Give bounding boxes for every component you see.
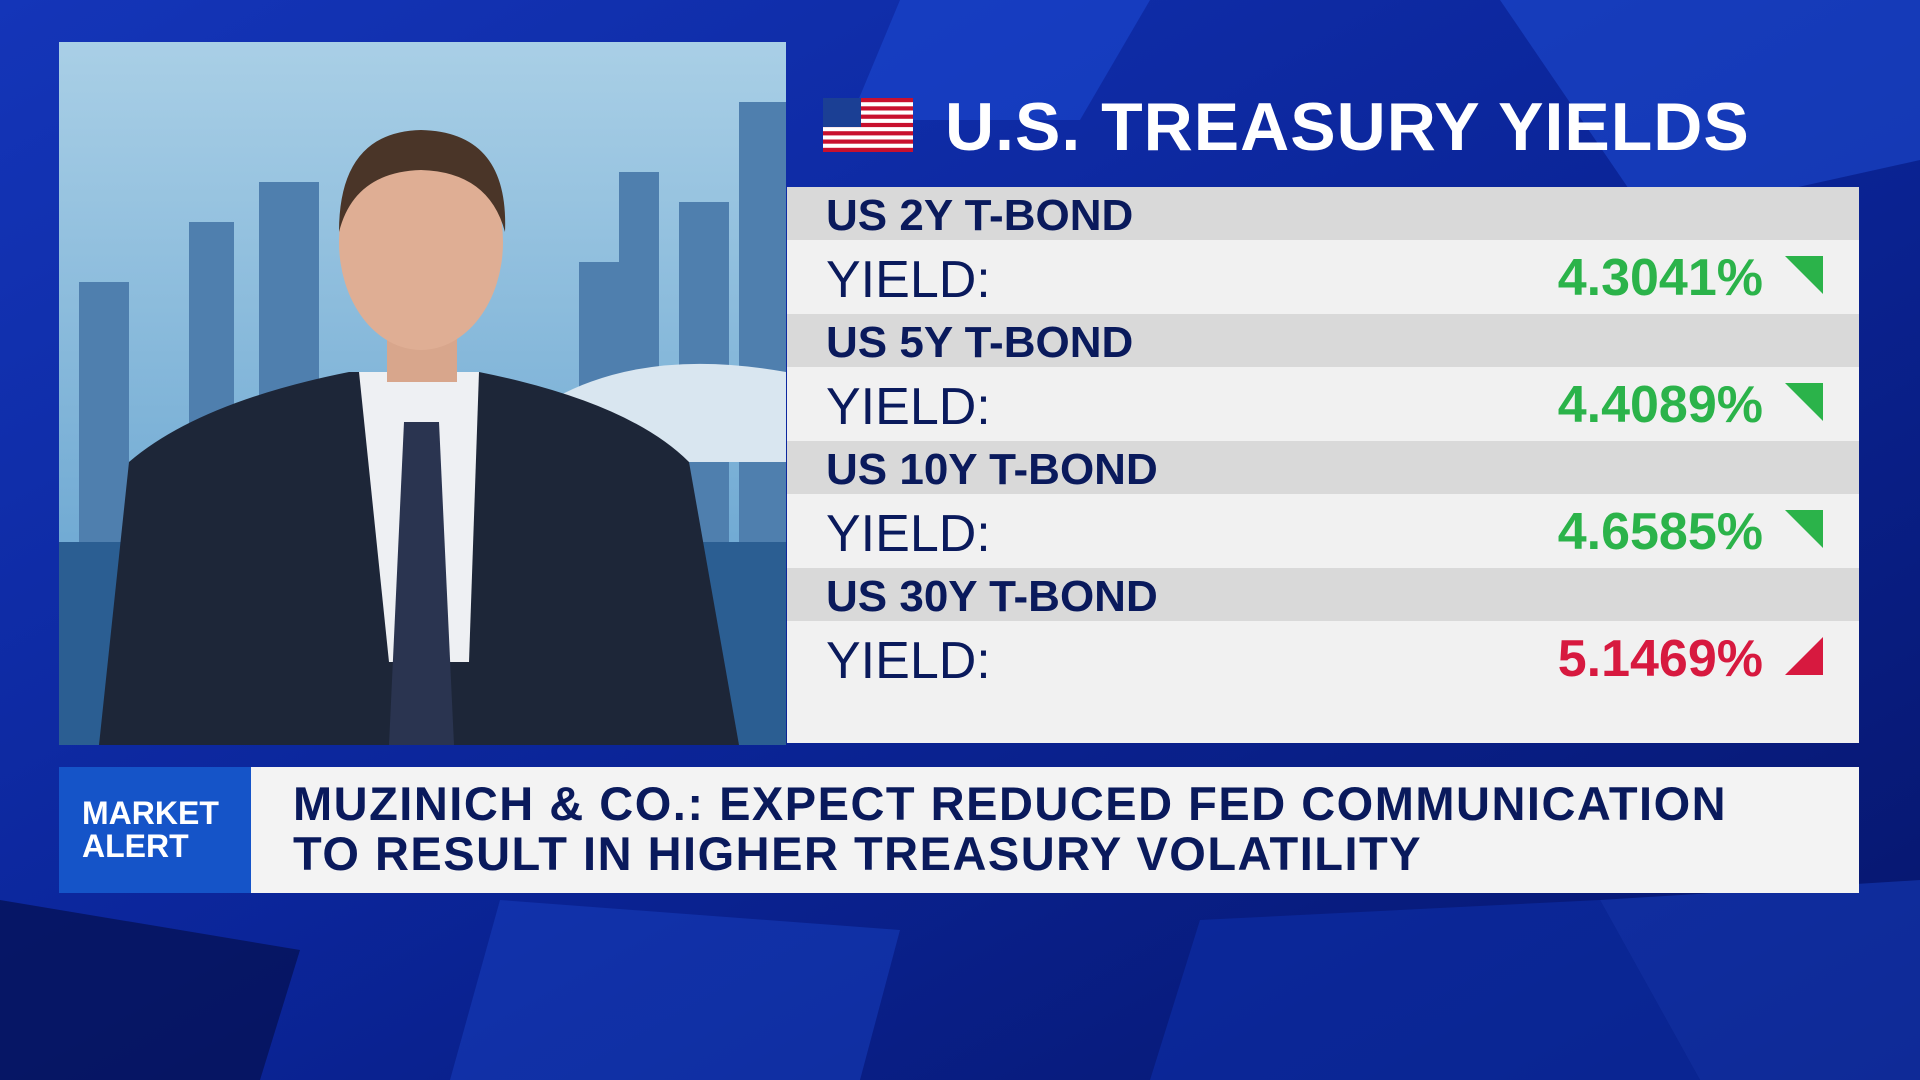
yield-row: YIELD: 4.4089% bbox=[787, 367, 1859, 441]
arrow-shape bbox=[1785, 510, 1823, 548]
bond-header: US 10Y T-BOND bbox=[787, 441, 1859, 494]
bond-name: US 10Y T-BOND bbox=[826, 445, 1158, 494]
bond-header: US 30Y T-BOND bbox=[787, 568, 1859, 621]
headline-line: TO RESULT IN HIGHER TREASURY VOLATILITY bbox=[293, 827, 1423, 880]
yield-value: 4.3041% bbox=[1557, 249, 1763, 307]
yield-label: YIELD: bbox=[826, 378, 991, 436]
direction-arrow bbox=[1785, 256, 1823, 294]
alert-tag: MARKET ALERT bbox=[59, 767, 251, 893]
bond-name: US 30Y T-BOND bbox=[826, 572, 1158, 621]
yield-label: YIELD: bbox=[826, 251, 991, 309]
bond-name: US 5Y T-BOND bbox=[826, 318, 1134, 367]
yield-row: YIELD: 4.3041% bbox=[787, 240, 1859, 314]
yield-label: YIELD: bbox=[826, 505, 991, 563]
yield-row: YIELD: 5.1469% bbox=[787, 621, 1859, 695]
title: U.S. TREASURY YIELDS bbox=[945, 89, 1750, 165]
arrow-shape bbox=[1785, 637, 1823, 675]
ticker-bar: MARKET ALERT MUZINICH & CO.: EXPECT REDU… bbox=[59, 767, 1859, 893]
yield-row: YIELD: 4.6585% bbox=[787, 494, 1859, 568]
direction-arrow bbox=[1785, 637, 1823, 675]
yield-value: 4.4089% bbox=[1557, 376, 1763, 434]
yield-value: 4.6585% bbox=[1557, 503, 1763, 561]
arrow-shape bbox=[1785, 256, 1823, 294]
alert-tag-line: MARKET bbox=[82, 795, 219, 831]
yield-label: YIELD: bbox=[826, 632, 991, 690]
direction-arrow bbox=[1785, 383, 1823, 421]
arrow-shape bbox=[1785, 383, 1823, 421]
bond-header: US 2Y T-BOND bbox=[787, 187, 1859, 240]
direction-arrow bbox=[1785, 510, 1823, 548]
us-flag bbox=[823, 98, 913, 152]
bond-name: US 2Y T-BOND bbox=[826, 191, 1134, 240]
headline-line: MUZINICH & CO.: EXPECT REDUCED FED COMMU… bbox=[293, 777, 1728, 830]
video-feed bbox=[59, 42, 786, 745]
bond-header: US 5Y T-BOND bbox=[787, 314, 1859, 367]
alert-tag-line: ALERT bbox=[82, 828, 189, 864]
yields-table: US 2Y T-BOND YIELD: 4.3041% US 5Y T-BOND YIE… bbox=[787, 187, 1859, 743]
headline: MUZINICH & CO.: EXPECT REDUCED FED COMMU… bbox=[293, 779, 1727, 879]
yield-value: 5.1469% bbox=[1557, 630, 1763, 688]
